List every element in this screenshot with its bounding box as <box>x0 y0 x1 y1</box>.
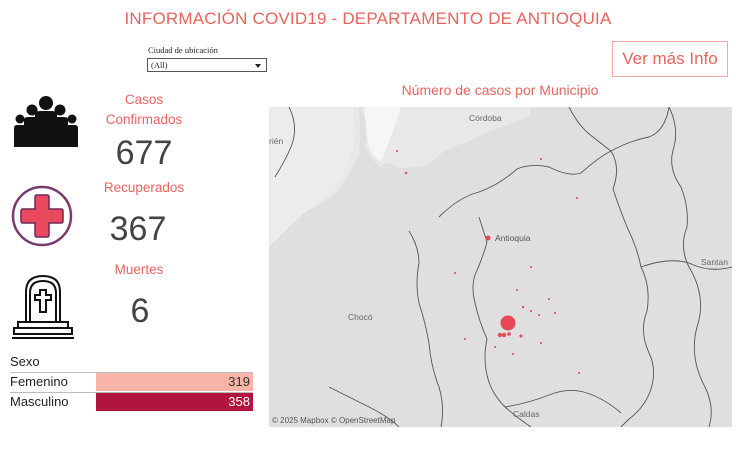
city-filter-label: Ciudad de ubicación <box>148 45 218 55</box>
city-filter-value: (All) <box>151 60 168 70</box>
map-marker[interactable] <box>404 171 408 175</box>
confirmed-value: 677 <box>115 134 173 172</box>
deaths-label: Muertes <box>114 262 164 277</box>
more-info-button[interactable]: Ver más Info <box>612 41 728 77</box>
confirmed-label-line1: Casos <box>124 92 164 107</box>
sexo-value: 358 <box>228 394 250 409</box>
dashboard-title: INFORMACIÓN COVID19 - DEPARTAMENTO DE AN… <box>124 9 612 28</box>
map-marker[interactable] <box>512 353 514 355</box>
sexo-value: 319 <box>228 374 250 389</box>
map-marker[interactable] <box>516 289 518 291</box>
map-marker[interactable] <box>521 305 525 309</box>
map-marker[interactable] <box>554 312 556 314</box>
sexo-header: Sexo <box>10 354 40 369</box>
sexo-row-masculino[interactable]: Masculino 358 <box>10 393 253 411</box>
map-marker[interactable] <box>507 332 511 336</box>
map-label-edge: rién <box>269 136 283 146</box>
map-marker[interactable] <box>576 197 578 199</box>
tombstone-icon <box>12 274 74 339</box>
map-marker[interactable] <box>530 266 532 268</box>
map-label-choco: Chocó <box>348 312 373 322</box>
recovered-value: 367 <box>109 210 167 248</box>
map-marker[interactable] <box>540 158 542 160</box>
map-marker[interactable] <box>578 372 580 374</box>
map-marker[interactable] <box>497 332 503 338</box>
row-divider <box>10 392 253 393</box>
map-marker[interactable] <box>530 310 532 312</box>
map-label-caldas: Caldas <box>513 409 539 419</box>
people-group-icon <box>14 96 78 147</box>
map-label-antioquia: Antioquia <box>495 233 531 243</box>
city-filter-dropdown[interactable]: (All) <box>147 58 267 72</box>
map-title: Número de casos por Municipio <box>401 82 599 98</box>
map-marker[interactable] <box>501 332 507 338</box>
map-canvas: Córdoba Antioquia Chocó Caldas Santan ri… <box>269 107 732 427</box>
deaths-value: 6 <box>130 292 150 330</box>
map-marker[interactable] <box>538 314 540 316</box>
confirmed-label: Casos Confirmados <box>92 90 196 130</box>
map-marker[interactable] <box>454 272 456 274</box>
map-marker[interactable] <box>464 338 466 340</box>
map-label-cordoba: Córdoba <box>469 113 502 123</box>
medical-cross-icon <box>11 185 73 247</box>
sexo-bar: 319 <box>96 373 253 391</box>
map-attribution[interactable]: © 2025 Mapbox © OpenStreetMap <box>272 416 396 425</box>
recovered-label: Recuperados <box>103 180 185 195</box>
municipality-cases-map[interactable]: Córdoba Antioquia Chocó Caldas Santan ri… <box>269 107 732 427</box>
sexo-label: Masculino <box>10 394 69 409</box>
sexo-bar: 358 <box>96 393 253 411</box>
chevron-down-icon <box>255 64 261 68</box>
confirmed-label-line2: Confirmados <box>105 112 183 127</box>
map-marker[interactable] <box>485 235 491 241</box>
map-label-santander: Santan <box>701 257 728 267</box>
map-marker[interactable] <box>396 150 398 152</box>
map-marker[interactable] <box>494 346 496 348</box>
sexo-row-femenino[interactable]: Femenino 319 <box>10 373 253 391</box>
map-marker[interactable] <box>519 334 523 338</box>
sexo-label: Femenino <box>10 374 68 389</box>
map-marker[interactable] <box>540 342 542 344</box>
map-marker[interactable] <box>548 298 550 300</box>
row-divider <box>10 372 253 373</box>
map-marker[interactable] <box>500 315 516 331</box>
